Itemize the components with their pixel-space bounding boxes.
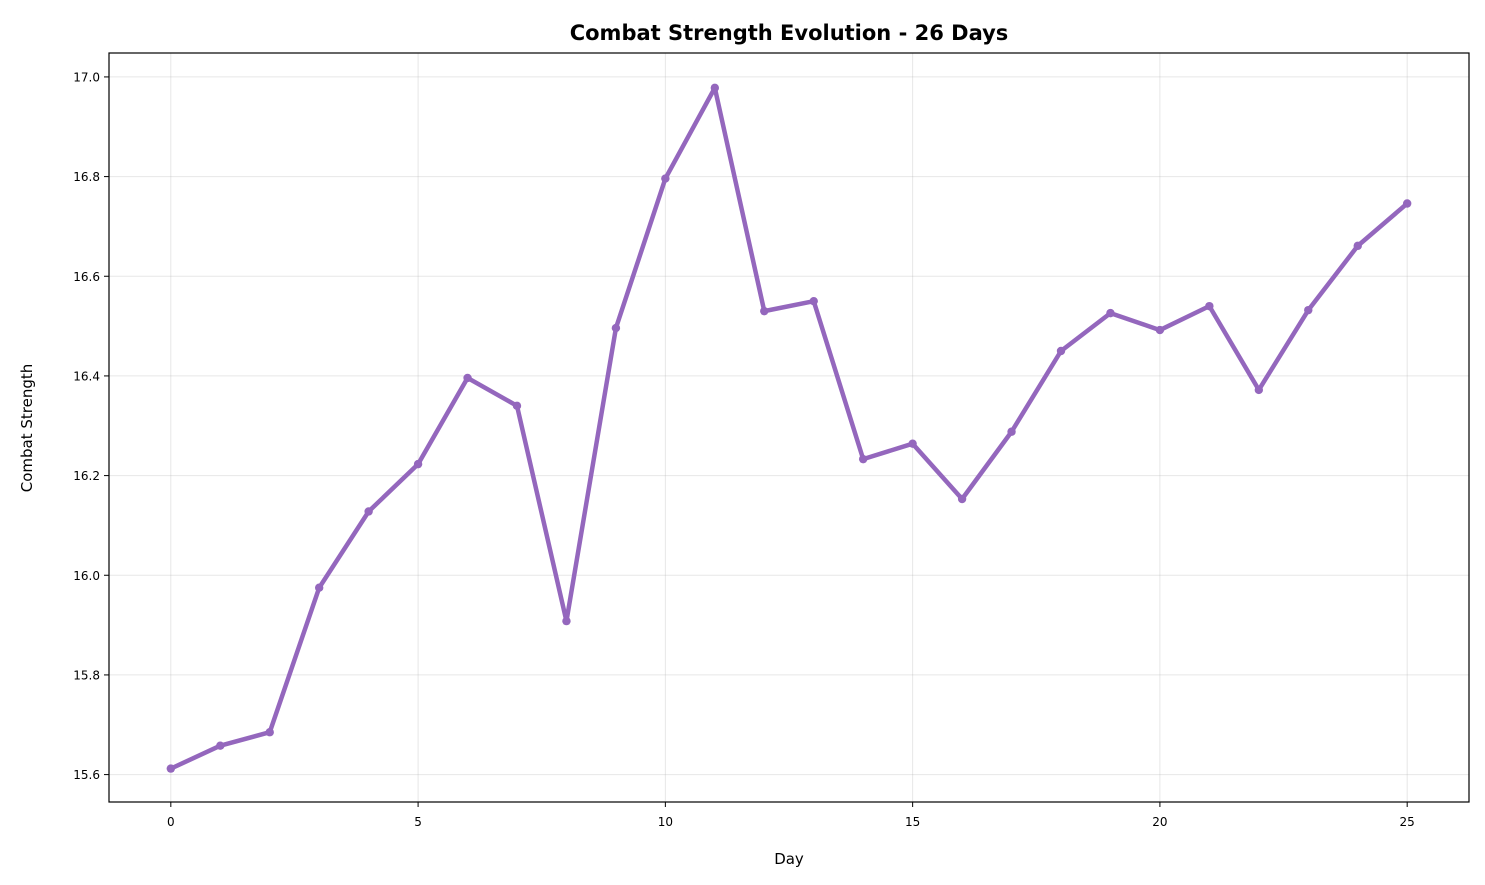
x-axis-label: Day [774, 850, 804, 868]
x-tick-label: 25 [1400, 815, 1415, 829]
y-tick-label: 16.8 [73, 170, 100, 184]
data-point [957, 494, 967, 504]
data-point [611, 323, 621, 333]
x-axis-ticks: 0 5 10 15 20 25 [167, 802, 1415, 829]
data-point [512, 401, 522, 411]
data-point [1205, 301, 1214, 311]
y-tick-label: 15.8 [73, 668, 100, 682]
x-tick-label: 0 [167, 815, 175, 829]
y-tick-label: 16.0 [73, 569, 100, 583]
y-tick-label: 16.4 [73, 369, 100, 383]
data-point [1254, 385, 1264, 395]
y-tick-label: 17.0 [73, 70, 100, 84]
data-point [463, 373, 472, 383]
x-tick-label: 15 [905, 815, 920, 829]
y-axis-ticks: 15.6 15.8 16.0 16.2 16.4 16.6 16.8 17.0 [73, 70, 109, 782]
x-tick-label: 5 [414, 815, 422, 829]
data-point [562, 616, 571, 626]
data-point [858, 454, 868, 464]
data-point [760, 306, 769, 316]
data-point [413, 459, 423, 469]
data-point [166, 764, 176, 773]
data-point [364, 507, 373, 516]
data-point [314, 583, 324, 592]
data-point [1155, 325, 1165, 335]
data-point [216, 741, 225, 750]
x-tick-label: 10 [658, 815, 673, 829]
y-tick-label: 15.6 [73, 768, 100, 782]
y-tick-label: 16.6 [73, 270, 100, 284]
chart-title: Combat Strength Evolution - 26 Days [570, 21, 1009, 45]
data-point [265, 728, 274, 737]
y-tick-label: 16.2 [73, 469, 100, 483]
data-point [1353, 241, 1362, 251]
y-axis-label: Combat Strength [18, 364, 36, 493]
data-point [1056, 346, 1066, 356]
x-tick-label: 20 [1152, 815, 1167, 829]
data-point [661, 174, 670, 183]
data-point [1007, 427, 1016, 436]
data-point [809, 296, 818, 306]
data-point [1106, 308, 1115, 318]
data-point [1304, 305, 1313, 315]
data-point [908, 439, 917, 448]
data-point [1402, 199, 1412, 208]
series-layer [166, 83, 1412, 773]
data-point [710, 83, 720, 93]
grid-lines [109, 53, 1469, 802]
plot-frame [108, 52, 1470, 803]
series-line [168, 85, 1410, 771]
